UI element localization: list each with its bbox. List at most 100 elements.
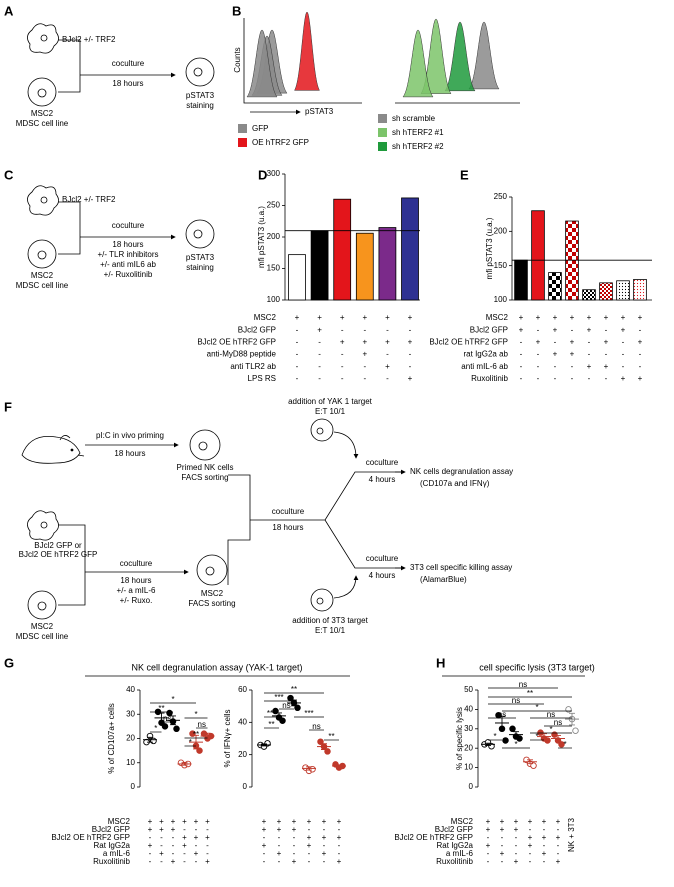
significance-label: ns xyxy=(498,710,506,719)
condition-mark: + xyxy=(514,817,519,826)
condition-mark: + xyxy=(514,825,519,834)
condition-mark: + xyxy=(519,313,524,322)
condition-mark: + xyxy=(587,325,592,334)
y-tick-label: 20 xyxy=(126,734,135,743)
condition-name: MSC2 xyxy=(486,313,509,322)
condition-mark: - xyxy=(537,362,540,371)
legend-swatch xyxy=(378,128,387,137)
condition-mark: - xyxy=(296,325,299,334)
condition-mark: - xyxy=(278,841,281,850)
label: pSTAT3 xyxy=(186,253,215,262)
label: sh hTERF2 #2 xyxy=(392,142,444,151)
condition-mark: + xyxy=(182,841,187,850)
condition-mark: - xyxy=(515,833,518,842)
condition-mark: + xyxy=(171,857,176,866)
condition-name: Ruxolitinib xyxy=(471,374,508,383)
condition-mark: - xyxy=(172,849,175,858)
y-axis-label: % of IFNγ+ cells xyxy=(223,709,232,767)
condition-name: Ruxolitinib xyxy=(436,857,473,866)
condition-mark: - xyxy=(487,833,490,842)
label: 18 hours xyxy=(120,576,151,585)
data-point xyxy=(530,762,537,769)
condition-mark: + xyxy=(621,374,626,383)
y-tick-label: 30 xyxy=(464,724,473,733)
error-bar xyxy=(147,736,153,743)
condition-mark: + xyxy=(262,841,267,850)
label: MSC2 xyxy=(201,589,224,598)
condition-name: Rat IgG2a xyxy=(94,841,131,850)
condition-mark: + xyxy=(408,338,413,347)
condition-mark: - xyxy=(501,841,504,850)
error-bar xyxy=(321,743,327,750)
condition-mark: + xyxy=(385,362,390,371)
condition-mark: - xyxy=(622,338,625,347)
y-tick-label: 0 xyxy=(131,782,136,791)
condition-mark: - xyxy=(554,338,557,347)
chart-title: cell specific lysis (3T3 target) xyxy=(479,662,595,672)
label: coculture xyxy=(366,554,399,563)
condition-mark: + xyxy=(307,833,312,842)
panel-label: G xyxy=(4,655,14,670)
y-tick-label: 40 xyxy=(238,717,247,726)
label: +/- Ruxo. xyxy=(120,596,153,605)
bar xyxy=(401,197,419,301)
significance-label: * xyxy=(514,740,517,749)
condition-mark: + xyxy=(587,362,592,371)
legend-swatch xyxy=(238,138,247,147)
panel-label: B xyxy=(232,3,241,18)
condition-mark: + xyxy=(277,849,282,858)
condition-mark: - xyxy=(386,325,389,334)
condition-mark: - xyxy=(639,350,642,359)
histogram-curve xyxy=(246,29,278,98)
condition-mark: - xyxy=(571,374,574,383)
histogram-curve xyxy=(294,11,320,91)
data-point xyxy=(509,725,516,733)
condition-name: BJcl2 OE hTRF2 GFP xyxy=(429,338,508,347)
condition-mark: + xyxy=(500,849,505,858)
y-tick-label: 50 xyxy=(464,685,473,694)
condition-mark: - xyxy=(293,849,296,858)
condition-mark: + xyxy=(514,857,519,866)
condition-mark: + xyxy=(194,817,199,826)
significance-label: * xyxy=(563,740,566,749)
label: staining xyxy=(186,263,214,272)
y-tick-label: 250 xyxy=(267,201,281,210)
y-tick-label: 10 xyxy=(126,758,135,767)
condition-mark: + xyxy=(159,825,164,834)
condition-mark: + xyxy=(536,313,541,322)
significance-label: * xyxy=(535,703,538,712)
condition-mark: + xyxy=(159,849,164,858)
legend-swatch xyxy=(378,114,387,123)
condition-mark: - xyxy=(341,350,344,359)
condition-name: BJcl2 GFP xyxy=(435,825,473,834)
y-tick-label: 100 xyxy=(494,295,508,304)
label: sh scramble xyxy=(392,114,436,123)
label: 18 hours xyxy=(112,240,143,249)
error-bar xyxy=(170,715,176,726)
condition-mark: - xyxy=(605,374,608,383)
data-point xyxy=(317,738,324,745)
axis-label: Counts xyxy=(233,47,242,72)
condition-mark: - xyxy=(639,325,642,334)
bar xyxy=(582,289,596,301)
label: FACS sorting xyxy=(188,599,235,608)
condition-mark: + xyxy=(486,841,491,850)
panel-label: C xyxy=(4,167,14,182)
label: coculture xyxy=(272,507,305,516)
panel-label: A xyxy=(4,3,14,18)
histograms xyxy=(243,11,520,104)
condition-name: MSC2 xyxy=(254,313,277,322)
label: addition of 3T3 target xyxy=(292,616,368,625)
condition-mark: + xyxy=(528,841,533,850)
error-bar xyxy=(527,759,533,765)
bar xyxy=(531,210,545,301)
condition-name: Ruxolitinib xyxy=(93,857,130,866)
condition-mark: - xyxy=(588,338,591,347)
y-tick-label: 150 xyxy=(267,264,281,273)
y-tick-label: 20 xyxy=(238,750,247,759)
significance-label: *** xyxy=(304,709,313,718)
condition-mark: - xyxy=(520,350,523,359)
condition-mark: + xyxy=(519,325,524,334)
condition-mark: - xyxy=(318,350,321,359)
